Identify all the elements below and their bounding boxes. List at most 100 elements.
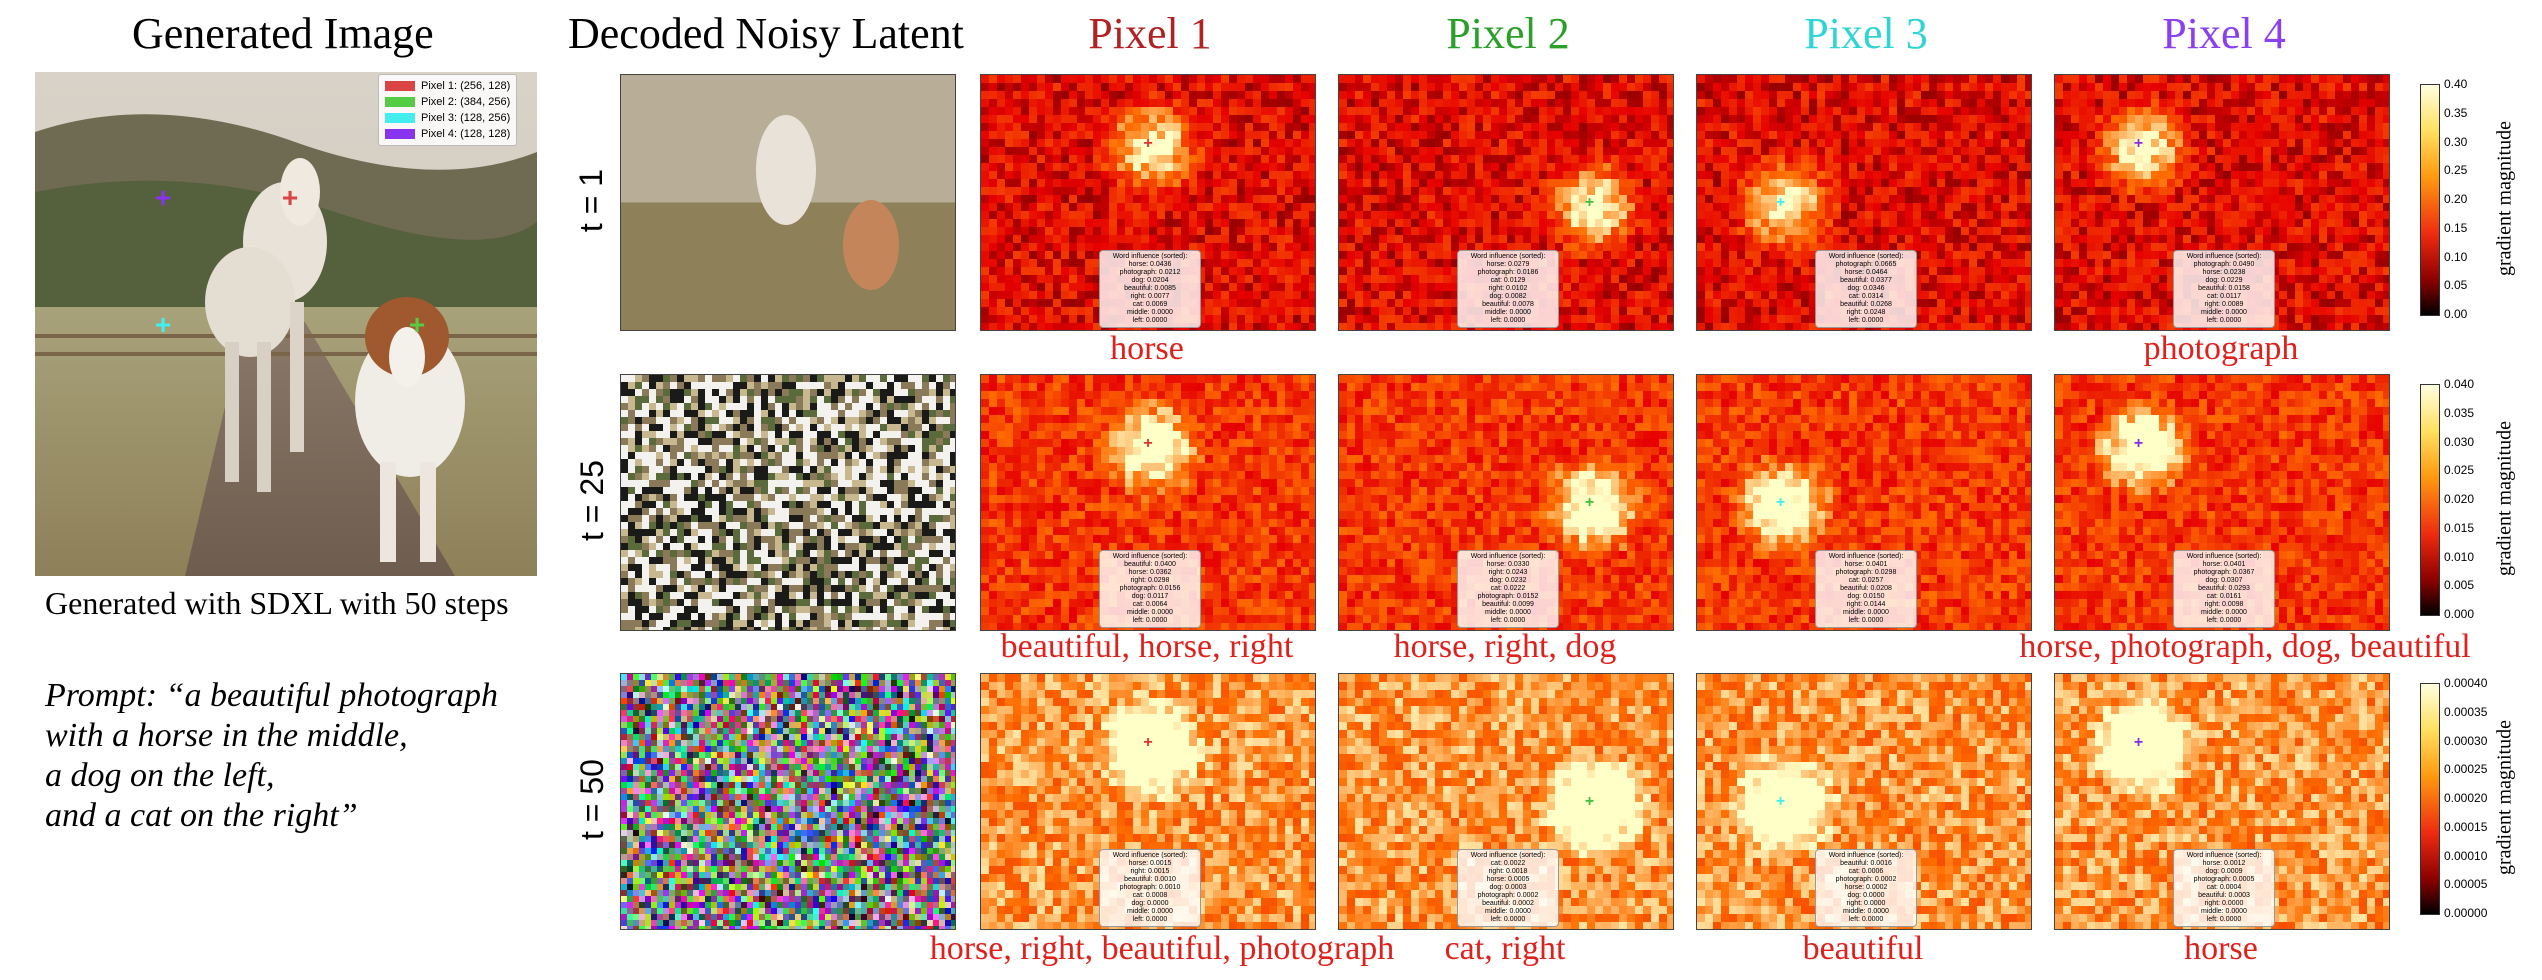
word-influence-line: cat: 0.0129: [1462, 277, 1554, 285]
colorbar-tick: 0.20: [2444, 192, 2467, 206]
decoded-latent-title: Decoded Noisy Latent: [568, 8, 964, 59]
colorbar-tick: 0.00010: [2444, 849, 2487, 863]
colorbar-tick: 0.015: [2444, 521, 2474, 535]
word-influence-line: middle: 0.0000: [1462, 609, 1554, 617]
word-influence-box: Word influence (sorted): horse: 0.0401 pho…: [2173, 550, 2275, 628]
pixel-3-marker: +: [155, 309, 171, 341]
word-influence-line: photograph: 0.0002: [1820, 876, 1912, 884]
word-influence-line: left: 0.0000: [1820, 617, 1912, 625]
word-influence-line: Word influence (sorted):: [1462, 852, 1554, 860]
colorbar-tick: 0.020: [2444, 492, 2474, 506]
word-influence-line: middle: 0.0000: [1462, 309, 1554, 317]
top-words-label: horse, photograph, dog, beautiful: [1945, 628, 2542, 666]
heatmap-panel: + Word influence (sorted): horse: 0.0330 ri…: [1338, 374, 1674, 631]
heatmap-panel: + Word influence (sorted): horse: 0.0012 do…: [2054, 673, 2390, 930]
word-influence-line: photograph: 0.0298: [1820, 569, 1912, 577]
word-influence-line: cat: 0.0257: [1820, 577, 1912, 585]
word-influence-line: middle: 0.0000: [1820, 908, 1912, 916]
word-influence-line: right: 0.0102: [1462, 285, 1554, 293]
colorbar-tick: 0.25: [2444, 163, 2467, 177]
word-influence-line: dog: 0.0003: [1462, 884, 1554, 892]
colorbar: [2420, 84, 2440, 316]
word-influence-line: Word influence (sorted):: [1820, 253, 1912, 261]
heatmap-panel: + Word influence (sorted): photograph: 0.0…: [1696, 74, 2032, 331]
pixel-1-marker: +: [282, 182, 298, 214]
legend-label: Pixel 3: (128, 256): [421, 112, 510, 124]
word-influence-line: right: 0.0243: [1462, 569, 1554, 577]
word-influence-line: photograph: 0.0002: [1462, 892, 1554, 900]
word-influence-line: middle: 0.0000: [2178, 309, 2270, 317]
word-influence-line: beautiful: 0.0078: [1462, 301, 1554, 309]
colorbar-label: gradient magnitude: [2494, 99, 2517, 299]
top-words-label: horse, right, beautiful, photograph: [862, 930, 1462, 968]
word-influence-line: photograph: 0.0665: [1820, 261, 1912, 269]
word-influence-line: beautiful: 0.0293: [2178, 585, 2270, 593]
generated-image-title: Generated Image: [132, 8, 434, 59]
timestep-label: t = 50: [574, 759, 611, 840]
colorbar-tick: 0.40: [2444, 77, 2467, 91]
word-influence-line: photograph: 0.0186: [1462, 269, 1554, 277]
colorbar-tick: 0.00000: [2444, 906, 2487, 920]
pixel-marker: +: [1143, 135, 1152, 153]
word-influence-line: dog: 0.0009: [2178, 868, 2270, 876]
top-words-label: horse: [847, 330, 1447, 368]
word-influence-box: Word influence (sorted): horse: 0.0015 rig…: [1099, 849, 1201, 927]
word-influence-line: photograph: 0.0490: [2178, 261, 2270, 269]
generated-image: [35, 72, 537, 576]
word-influence-line: left: 0.0000: [1820, 317, 1912, 325]
heatmap-panel: + Word influence (sorted): horse: 0.0279 ph…: [1338, 74, 1674, 331]
colorbar-tick: 0.00005: [2444, 877, 2487, 891]
legend-item: Pixel 2: (384, 256): [385, 94, 510, 110]
colorbar-label: gradient magnitude: [2494, 698, 2517, 898]
decoded-latent-panel: [620, 374, 956, 631]
legend-swatch: [385, 97, 415, 107]
word-influence-box: Word influence (sorted): horse: 0.0279 pho…: [1457, 250, 1559, 328]
word-influence-line: cat: 0.0314: [1820, 293, 1912, 301]
word-influence-line: cat: 0.0222: [1462, 585, 1554, 593]
colorbar-tick: 0.00040: [2444, 676, 2487, 690]
word-influence-line: dog: 0.0150: [1820, 593, 1912, 601]
decoded-latent-panel: [620, 673, 956, 930]
word-influence-line: Word influence (sorted):: [1462, 553, 1554, 561]
word-influence-line: photograph: 0.0152: [1462, 593, 1554, 601]
word-influence-line: right: 0.0098: [2178, 601, 2270, 609]
legend-swatch: [385, 129, 415, 139]
word-influence-line: right: 0.0000: [1820, 900, 1912, 908]
word-influence-line: horse: 0.0005: [1462, 876, 1554, 884]
pixel-marker: +: [1585, 793, 1594, 811]
word-influence-line: middle: 0.0000: [1104, 908, 1196, 916]
word-influence-box: Word influence (sorted): beautiful: 0.001…: [1815, 849, 1917, 927]
prompt-line: Prompt: “a beautiful photograph: [45, 676, 498, 716]
word-influence-line: beautiful: 0.0003: [2178, 892, 2270, 900]
word-influence-box: Word influence (sorted): photograph: 0.06…: [1815, 250, 1917, 328]
pixel-marker: +: [1143, 734, 1152, 752]
heatmap-panel: + Word influence (sorted): photograph: 0.0…: [2054, 74, 2390, 331]
colorbar-tick: 0.35: [2444, 106, 2467, 120]
colorbar-tick: 0.025: [2444, 463, 2474, 477]
heatmap-panel: + Word influence (sorted): beautiful: 0.00…: [1696, 673, 2032, 930]
colorbar-tick: 0.00025: [2444, 762, 2487, 776]
word-influence-line: cat: 0.0008: [1104, 892, 1196, 900]
word-influence-line: Word influence (sorted):: [1104, 253, 1196, 261]
timestep-label: t = 25: [574, 460, 611, 541]
pixel-1-title: Pixel 1: [980, 8, 1320, 59]
heatmap-panel: + Word influence (sorted): cat: 0.0022 righ…: [1338, 673, 1674, 930]
word-influence-line: horse: 0.0012: [2178, 860, 2270, 868]
word-influence-line: right: 0.0015: [1104, 868, 1196, 876]
colorbar-tick: 0.010: [2444, 550, 2474, 564]
word-influence-line: horse: 0.0238: [2178, 269, 2270, 277]
word-influence-line: middle: 0.0000: [1462, 908, 1554, 916]
prompt-line: and a cat on the right”: [45, 796, 498, 836]
top-words-label: beautiful, horse, right: [847, 628, 1447, 666]
word-influence-line: Word influence (sorted):: [2178, 553, 2270, 561]
legend-swatch: [385, 81, 415, 91]
word-influence-line: beautiful: 0.0268: [1820, 301, 1912, 309]
word-influence-box: Word influence (sorted): horse: 0.0436 pho…: [1099, 250, 1201, 328]
word-influence-line: photograph: 0.0010: [1104, 884, 1196, 892]
word-influence-line: horse: 0.0401: [1820, 561, 1912, 569]
top-words-label: beautiful: [1563, 930, 2163, 968]
word-influence-line: Word influence (sorted):: [2178, 253, 2270, 261]
colorbar-tick: 0.00035: [2444, 705, 2487, 719]
pixel-legend: Pixel 1: (256, 128) Pixel 2: (384, 256) …: [378, 74, 518, 146]
word-influence-line: horse: 0.0401: [2178, 561, 2270, 569]
